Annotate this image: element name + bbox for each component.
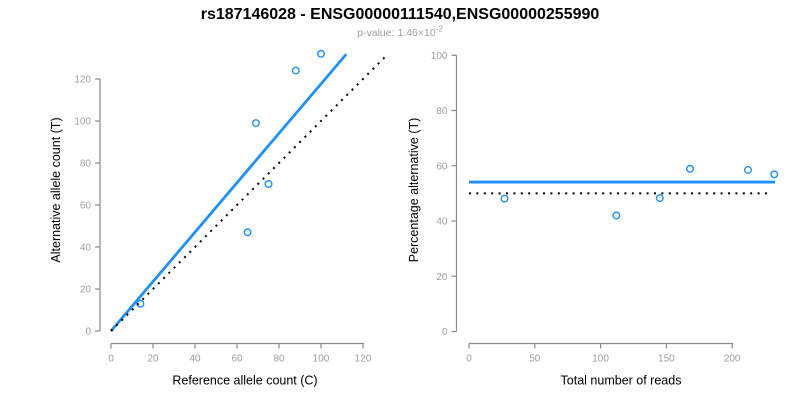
- x-tick-label: 80: [273, 354, 285, 365]
- data-point: [655, 194, 664, 203]
- left-xaxis-title: Reference allele count (C): [172, 374, 317, 388]
- x-tick-label: 20: [147, 354, 159, 365]
- y-tick-label: 120: [74, 75, 91, 86]
- y-tick-label: 40: [436, 217, 448, 228]
- plot-subtitle: p-value: 1.46×10-2: [357, 25, 443, 40]
- data-point: [500, 194, 509, 203]
- data-point: [317, 49, 326, 58]
- identity-line: [110, 54, 388, 332]
- x-tick-label: 0: [466, 354, 472, 365]
- left-yaxis-title: Alternative allele count (T): [49, 117, 63, 262]
- y-tick-label: 20: [80, 285, 92, 296]
- data-point: [743, 165, 752, 174]
- data-point: [251, 119, 260, 128]
- pvalue-exponent: -2: [436, 25, 444, 34]
- left-panel: Reference allele count (C) Alternative a…: [49, 49, 388, 388]
- right-panel: Total number of reads Percentage alterna…: [407, 51, 779, 388]
- x-tick-label: 200: [724, 354, 741, 365]
- y-tick-label: 100: [74, 117, 91, 128]
- y-tick-label: 40: [80, 243, 92, 254]
- y-tick-label: 60: [436, 161, 448, 172]
- y-tick-label: 60: [80, 201, 92, 212]
- x-tick-label: 50: [529, 354, 541, 365]
- y-tick-label: 80: [80, 159, 92, 170]
- data-point: [291, 66, 300, 75]
- data-point: [264, 179, 273, 188]
- right-plot-area: 0 20 40 60 80 100 0 50 100 150 200: [431, 51, 779, 365]
- data-point: [770, 170, 779, 179]
- x-tick-label: 150: [658, 354, 675, 365]
- data-point: [612, 211, 621, 220]
- data-point: [243, 228, 252, 237]
- y-tick-label: 0: [85, 327, 91, 338]
- y-tick-label: 100: [431, 51, 448, 62]
- fitted-ratio-line: [109, 53, 348, 332]
- x-tick-label: 40: [189, 354, 201, 365]
- x-tick-label: 100: [592, 354, 609, 365]
- data-point: [686, 164, 695, 173]
- y-tick-label: 80: [436, 106, 448, 117]
- right-yaxis-title: Percentage alternative (T): [407, 118, 421, 263]
- right-xaxis-title: Total number of reads: [561, 374, 682, 388]
- x-tick-label: 60: [231, 354, 243, 365]
- plot-title: rs187146028 - ENSG00000111540,ENSG000002…: [201, 6, 600, 23]
- x-tick-label: 100: [313, 354, 330, 365]
- x-tick-label: 0: [108, 354, 114, 365]
- x-tick-label: 120: [355, 354, 372, 365]
- pvalue-text: p-value: 1.46×10: [357, 27, 436, 39]
- left-plot-area: 0 20 40 60 80 100 120 0 20 40 60 80 100 120: [74, 49, 388, 365]
- y-tick-label: 20: [436, 272, 448, 283]
- y-tick-label: 0: [442, 327, 448, 338]
